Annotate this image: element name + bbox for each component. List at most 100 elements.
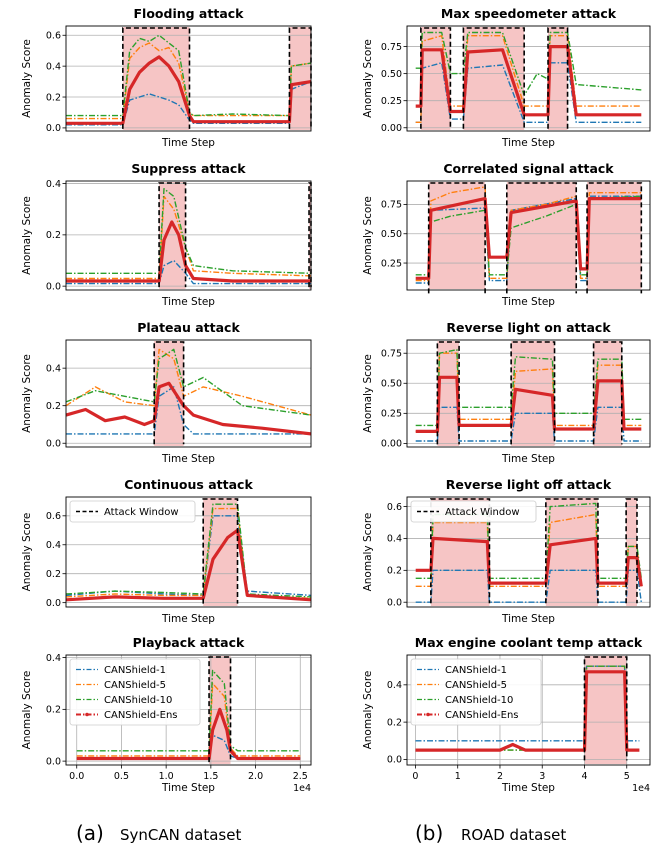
chart-0-ylabel: Anomaly Score (21, 39, 33, 118)
chart-6-xlabel: Time Step (161, 613, 215, 625)
chart-5-ytick-label-1: 0.25 (381, 409, 402, 420)
chart-2-ytick-label-2: 0.4 (46, 179, 61, 190)
chart-5: 0.00 0.25 0.50 0.75 Reverse light on attack T… (362, 320, 651, 465)
chart-7-attack-window-outline-1 (545, 498, 599, 604)
chart-1-xlabel: Time Step (501, 137, 555, 149)
chart-9-legend-text-canshield-10: CANShield-10 (445, 695, 513, 706)
chart-5-title: Reverse light on attack (446, 320, 611, 335)
chart-9-xtick-label-0: 0 (412, 771, 418, 782)
chart-0-title: Flooding attack (134, 6, 245, 21)
chart-5-series-canshield-5 (415, 352, 642, 433)
chart-2-series-canshield-5 (66, 195, 311, 280)
chart-9-series-canshield-1 (415, 665, 640, 742)
chart-3-xlabel: Time Step (501, 296, 555, 308)
chart-9-xtick-label-5: 5 (624, 771, 630, 782)
chart-8-legend-text-canshield-5: CANShield-5 (104, 680, 166, 691)
chart-8-legend-text-canshield-ens: CANShield-Ens (104, 710, 178, 721)
chart-7-xlabel: Time Step (501, 613, 555, 625)
chart-6-series-canshield-5 (66, 507, 311, 599)
chart-3-title: Correlated signal attack (443, 161, 614, 176)
chart-9-ytick-label-0: 0.0 (387, 755, 402, 766)
chart-7-ytick-label-0: 0.0 (387, 598, 402, 609)
chart-4-title: Plateau attack (137, 320, 240, 335)
chart-0-attack-window-outline-0 (122, 27, 191, 129)
chart-8-ytick-label-1: 0.2 (46, 705, 61, 716)
chart-4-series-canshield-10 (66, 348, 311, 416)
chart-4-attack-window-outline-0 (153, 341, 185, 445)
chart-8-legend-marker-ens (85, 712, 89, 717)
chart-7-legend-box (410, 500, 537, 523)
chart-5-attack-window-outline-1 (510, 341, 556, 445)
chart-9-xtick-label-2: 2 (497, 771, 503, 782)
chart-8-xtick-label-3: 1.5 (203, 771, 218, 782)
chart-8-title: Playback attack (133, 635, 245, 650)
chart-9-ytick-label-2: 0.4 (387, 680, 402, 691)
chart-9-xtick-label-4: 4 (581, 771, 587, 782)
chart-4-series-canshield-1 (66, 386, 311, 435)
chart-7-attack-window-outline-2 (625, 498, 638, 604)
chart-8-legend-text-canshield-10: CANShield-10 (104, 695, 172, 706)
chart-6-series-canshield-1 (66, 515, 311, 597)
chart-0-ytick-label-0: 0.0 (46, 123, 61, 134)
chart-7-ytick-label-3: 0.6 (387, 502, 402, 513)
chart-0-attack-window-fill-1 (289, 27, 311, 130)
chart-9-series-canshield-ens (415, 670, 640, 752)
chart-6-title: Continuous attack (124, 477, 253, 492)
chart-5-xlabel: Time Step (501, 453, 555, 465)
chart-6-frame (65, 496, 312, 608)
chart-4-frame (65, 339, 312, 448)
chart-0-ytick-label-2: 0.4 (46, 61, 61, 72)
chart-5-frame (406, 339, 651, 448)
chart-0-series-group (66, 34, 311, 126)
chart-1-attack-window-fill-2 (548, 27, 568, 130)
chart-7-attack-window-outline-0 (430, 498, 491, 604)
chart-1-attack-window-outline-0 (420, 27, 452, 129)
chart-1-attack-window-outline-1 (462, 27, 525, 129)
chart-4-series-group (66, 348, 311, 436)
chart-6-legend-box (69, 500, 196, 523)
chart-8-ytick-label-0: 0.0 (46, 756, 61, 767)
chart-9-attack-window-outline-0 (583, 656, 628, 761)
chart-6-ytick-label-3: 0.6 (46, 511, 61, 522)
chart-5-attack-window-outline-2 (592, 341, 623, 445)
chart-3-attack-window-outline-1 (506, 182, 578, 294)
chart-1-ytick-label-3: 0.75 (381, 42, 402, 53)
chart-9-legend-box (410, 658, 542, 726)
chart-9-legend-text-canshield-5: CANShield-5 (445, 680, 507, 691)
chart-9-legend-text-canshield-ens: CANShield-Ens (445, 710, 519, 721)
chart-7-series-canshield-ens (415, 536, 643, 587)
chart-8-xlabel: Time Step (161, 782, 215, 794)
chart-7-ytick-label-2: 0.4 (387, 534, 402, 545)
chart-6: 0.0 0.2 0.4 0.6 Continuous attack Time Step An… (21, 477, 312, 625)
chart-9-legend: CANShield-1 CANShield-5 CANShield-10 CANShi… (410, 658, 542, 726)
chart-9-xtick-label-1: 1 (455, 771, 461, 782)
chart-4-series-canshield-ens (66, 381, 311, 436)
chart-2-series-canshield-ens (66, 220, 311, 283)
chart-8-xtick-label-4: 2.0 (248, 771, 263, 782)
chart-9-frame (406, 654, 651, 766)
chart-5-ytick-label-3: 0.75 (381, 349, 402, 360)
chart-7-legend: Attack Window (410, 500, 537, 523)
chart-2-attack-window-outline-1 (308, 182, 312, 288)
chart-1-attack-window-outline-2 (547, 27, 569, 129)
chart-9-xtick-label-3: 3 (539, 771, 545, 782)
chart-4-series-canshield-5 (66, 348, 311, 416)
chart-5-attack-window-fill-0 (437, 341, 460, 446)
chart-0-xlabel: Time Step (161, 137, 215, 149)
chart-9-series-group (415, 665, 640, 752)
chart-4-ytick-label-2: 0.4 (46, 363, 61, 374)
chart-7: 0.0 0.2 0.4 0.6 Reverse light off attack Time… (362, 477, 651, 625)
chart-8-legend: CANShield-1 CANShield-5 CANShield-10 CANShi… (69, 658, 201, 726)
chart-2-attack-window-fill-1 (309, 182, 311, 289)
chart-2-ytick-label-0: 0.0 (46, 281, 61, 292)
chart-6-ytick-label-1: 0.2 (46, 569, 61, 580)
chart-9-legend-text-canshield-1: CANShield-1 (445, 665, 507, 676)
chart-5-series-canshield-ens (415, 375, 642, 433)
chart-8-xtick-label-5: 2.5 (293, 771, 308, 782)
chart-0-ytick-label-1: 0.2 (46, 92, 61, 103)
chart-7-series-group (415, 502, 643, 603)
chart-5-series-group (415, 348, 642, 442)
chart-2-xlabel: Time Step (161, 296, 215, 308)
